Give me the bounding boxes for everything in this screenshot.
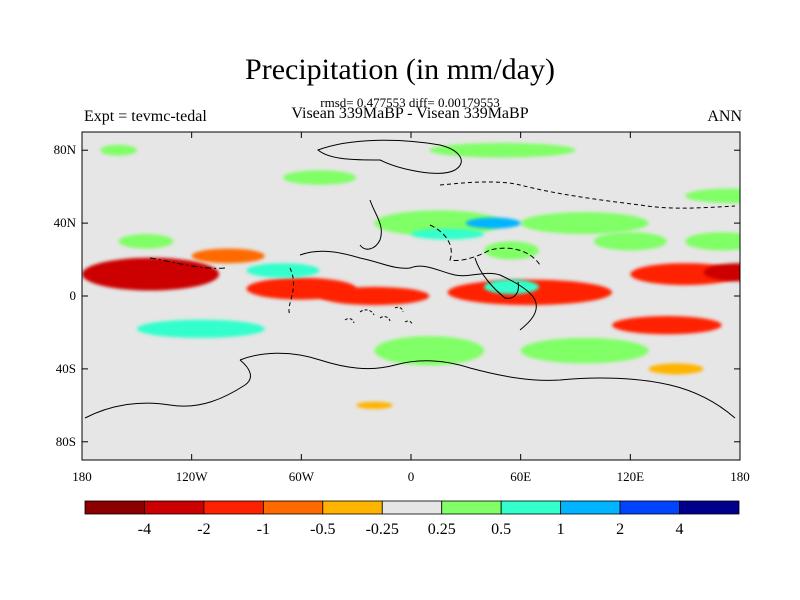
- x-tick-label: 120E: [617, 469, 645, 484]
- x-tick-label: 120W: [176, 469, 209, 484]
- coastline-dashed-west: [149, 257, 226, 269]
- colorbar-label: -0.5: [310, 521, 335, 538]
- y-tick-label: 0: [70, 288, 77, 303]
- anomaly-patch-19: [685, 232, 740, 251]
- coastline-islands: [344, 306, 413, 326]
- colorbar-swatch-8: [560, 500, 621, 515]
- anomaly-layer: [82, 142, 740, 409]
- anomaly-patch-0: [82, 257, 220, 291]
- coastline-south: [239, 352, 736, 419]
- case-label: Visean 339MaBP - Visean 339MaBP: [291, 105, 529, 122]
- colorbar-label: -4: [138, 521, 151, 538]
- anomaly-patch-24: [283, 170, 357, 185]
- coastline-peninsula: [474, 257, 519, 299]
- anomaly-patch-23: [685, 188, 740, 204]
- anomaly-patch-15: [520, 212, 649, 235]
- anomaly-patch-5: [703, 263, 740, 282]
- colorbar: -4 -2 -1 -0.5 -0.25 0.25 0.5 1 2 4: [84, 500, 740, 538]
- colorbar-label: 0.5: [491, 521, 511, 538]
- coastline-northwest: [288, 267, 295, 316]
- anomaly-patch-12: [136, 319, 265, 338]
- y-tick-label: 80N: [54, 142, 77, 157]
- colorbar-label: 1: [557, 521, 565, 538]
- anomaly-patch-22: [520, 337, 649, 364]
- stats-line: rmsd= 0.477553 diff= 0.00179553: [320, 95, 500, 110]
- coastline-central: [299, 250, 537, 331]
- anomaly-patch-8: [648, 363, 704, 375]
- anomaly-patch-11: [246, 263, 320, 278]
- anomaly-patch-26: [465, 217, 521, 229]
- anomaly-patch-13: [374, 336, 485, 366]
- y-tick-label: 40N: [54, 215, 77, 230]
- x-tick-label: 180: [72, 469, 92, 484]
- anomaly-patch-6: [612, 316, 722, 335]
- colorbar-swatch-3: [262, 500, 324, 515]
- colorbar-swatch-10: [679, 500, 740, 515]
- y-tick-label: 40S: [56, 361, 76, 376]
- colorbar-label: -1: [257, 521, 270, 538]
- colorbar-label: -0.25: [366, 521, 399, 538]
- coastline-dashed-north: [439, 181, 736, 209]
- map-area: [81, 131, 741, 461]
- anomaly-patch-2: [319, 286, 430, 306]
- chart-title: Precipitation (in mm/day): [245, 53, 555, 86]
- anomaly-patch-7: [191, 248, 265, 264]
- colorbar-swatch-0: [84, 500, 145, 515]
- coastline-inlet: [359, 199, 382, 250]
- coastline-southwest: [84, 359, 251, 419]
- anomaly-patch-20: [429, 142, 576, 158]
- experiment-label: Expt = tevmc-tedal: [84, 108, 207, 125]
- colorbar-swatch-9: [619, 500, 680, 515]
- colorbar-swatch-2: [203, 500, 264, 515]
- anomaly-patch-9: [356, 401, 393, 409]
- colorbar-swatch-1: [144, 500, 205, 515]
- coastline-east: [429, 224, 541, 266]
- anomaly-patch-21: [100, 144, 137, 156]
- x-tick-label: 0: [408, 469, 415, 484]
- anomaly-patch-16: [411, 228, 485, 240]
- colorbar-swatch-6: [441, 500, 502, 515]
- colorbar-label: 0.25: [428, 521, 456, 538]
- colorbar-swatch-5: [381, 500, 443, 515]
- season-label: ANN: [707, 108, 742, 125]
- x-tick-label: 60E: [510, 469, 531, 484]
- anomaly-patch-10: [484, 279, 539, 295]
- x-tick-label: 180: [730, 469, 750, 484]
- x-axis: 180 120W 60W 0 60E 120E 180: [72, 132, 750, 484]
- coastlines: [84, 139, 736, 419]
- y-tick-label: 80S: [56, 434, 76, 449]
- anomaly-patch-18: [593, 232, 667, 251]
- anomaly-patch-25: [118, 234, 174, 249]
- colorbar-label: 4: [676, 521, 684, 538]
- y-axis: 80N 40N 0 40S 80S: [54, 142, 740, 449]
- x-tick-label: 60W: [289, 469, 315, 484]
- colorbar-swatch-4: [322, 500, 383, 515]
- colorbar-label: -2: [197, 521, 210, 538]
- colorbar-label: 2: [616, 521, 624, 538]
- colorbar-swatch-7: [500, 500, 562, 515]
- anomaly-patch-14: [374, 210, 503, 236]
- anomaly-patch-17: [484, 241, 539, 260]
- coastline-north: [317, 139, 462, 174]
